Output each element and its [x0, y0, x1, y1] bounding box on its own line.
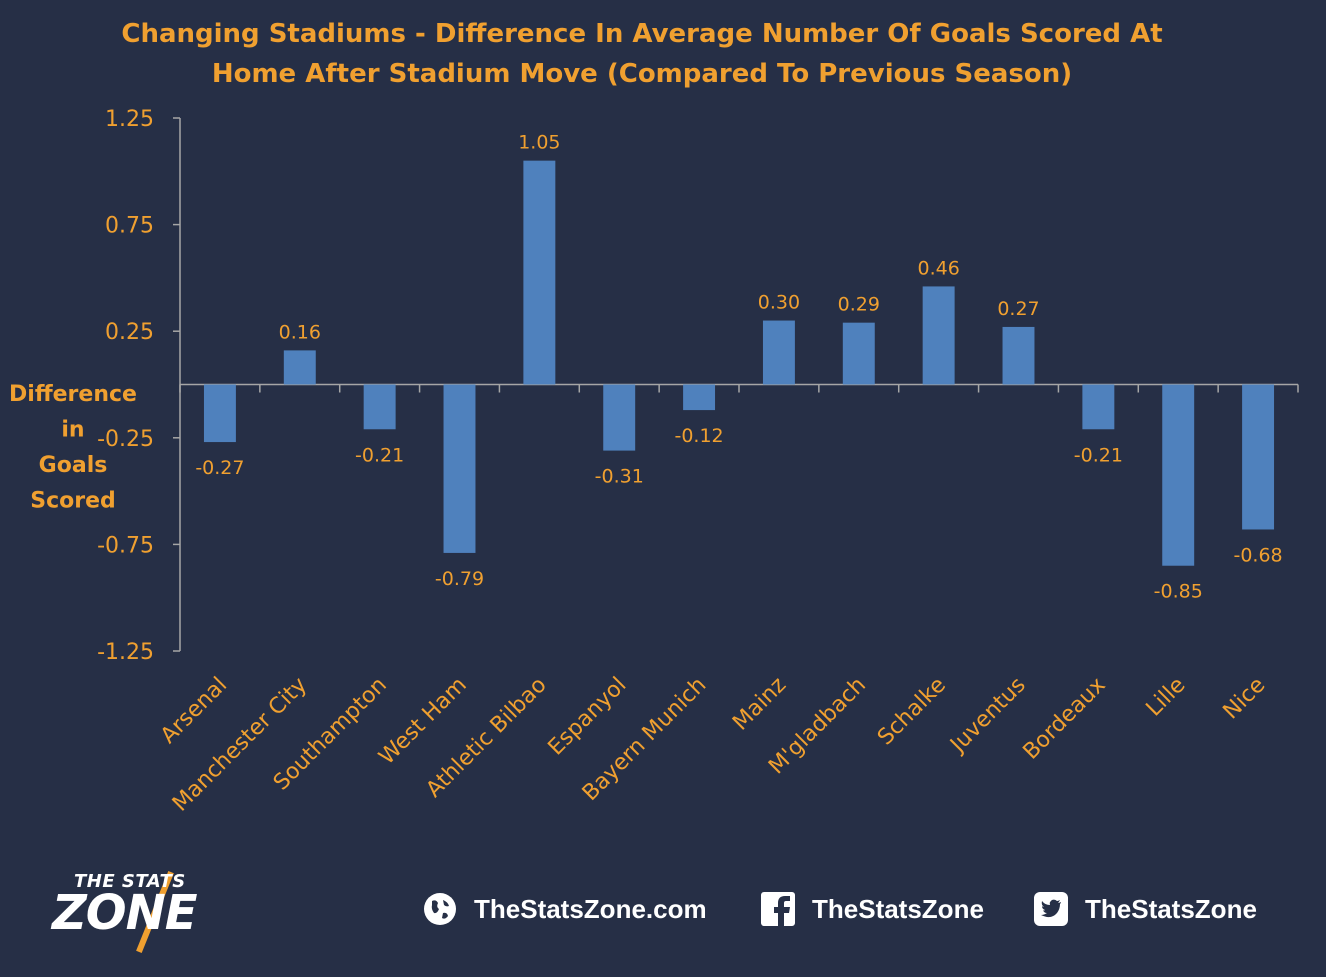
y-axis-label-line: Goals [39, 453, 108, 478]
bar [1002, 326, 1035, 385]
bar-value-label: -0.21 [1074, 444, 1123, 466]
chart: Changing Stadiums - Difference In Averag… [9, 19, 1299, 817]
bar-value-label: 0.27 [997, 298, 1039, 320]
bar-value-label: -0.79 [435, 568, 484, 590]
twitter-link[interactable]: TheStatsZone [1033, 891, 1257, 927]
x-category-label: Manchester City [168, 673, 312, 817]
bar-value-label: 0.30 [758, 292, 800, 314]
x-category-label: Bordeaux [1019, 673, 1111, 765]
bar [443, 384, 476, 553]
bar-value-label: 0.29 [838, 294, 880, 316]
y-tick-label: 1.25 [105, 107, 154, 132]
y-tick-label: -0.25 [97, 427, 154, 452]
bar [1242, 384, 1275, 530]
bar [203, 384, 236, 443]
x-category-label: Schalke [873, 673, 951, 751]
bar-value-label: 1.05 [518, 132, 560, 154]
x-category-label: Mainz [728, 673, 791, 736]
bar-value-label: 0.46 [917, 257, 959, 279]
x-category-label: Nice [1219, 673, 1271, 725]
facebook-link[interactable]: TheStatsZone [760, 891, 984, 927]
bar-value-label: -0.21 [355, 444, 404, 466]
bar-value-label: -0.68 [1233, 544, 1282, 566]
globe-icon [422, 891, 458, 927]
bar [1162, 384, 1195, 566]
bar [1082, 384, 1115, 430]
x-category-label: Lille [1142, 673, 1191, 722]
facebook-icon [760, 891, 796, 927]
x-category-label: Arsenal [156, 673, 232, 749]
twitter-text: TheStatsZone [1085, 893, 1257, 924]
footer: THE STATS ZONE TheStatsZone.com TheStats… [0, 855, 1326, 965]
y-tick-label: -0.75 [97, 533, 154, 558]
bar [922, 286, 955, 385]
bar [762, 320, 795, 385]
bar-value-label: 0.16 [279, 321, 321, 343]
y-tick-label: 0.25 [105, 320, 154, 345]
bar-value-label: -0.85 [1154, 581, 1203, 603]
y-tick-label: -1.25 [97, 640, 154, 665]
bar [363, 384, 396, 430]
y-axis-label-line: Scored [30, 489, 116, 514]
bar [842, 322, 875, 385]
bar-value-label: -0.27 [195, 457, 244, 479]
bar-value-label: -0.31 [595, 466, 644, 488]
logo-main-text: ZONE [52, 885, 198, 941]
facebook-text: TheStatsZone [812, 893, 984, 924]
chart-title-line: Changing Stadiums - Difference In Averag… [121, 19, 1162, 49]
y-axis-label-line: Difference [9, 382, 137, 407]
bar [603, 384, 636, 451]
y-tick-label: 0.75 [105, 214, 154, 239]
x-category-label: Juventus [944, 673, 1030, 759]
bar [283, 350, 316, 385]
bar [683, 384, 716, 411]
logo-top-text: THE STATS [74, 871, 186, 892]
y-axis-label-line: in [61, 418, 84, 443]
chart-title-line: Home After Stadium Move (Compared To Pre… [212, 59, 1072, 89]
bar-value-label: -0.12 [674, 425, 723, 447]
website-text: TheStatsZone.com [474, 893, 707, 924]
twitter-icon [1033, 891, 1069, 927]
website-link[interactable]: TheStatsZone.com [422, 891, 707, 927]
bar [523, 160, 556, 385]
stats-zone-logo: THE STATS ZONE [48, 865, 288, 955]
